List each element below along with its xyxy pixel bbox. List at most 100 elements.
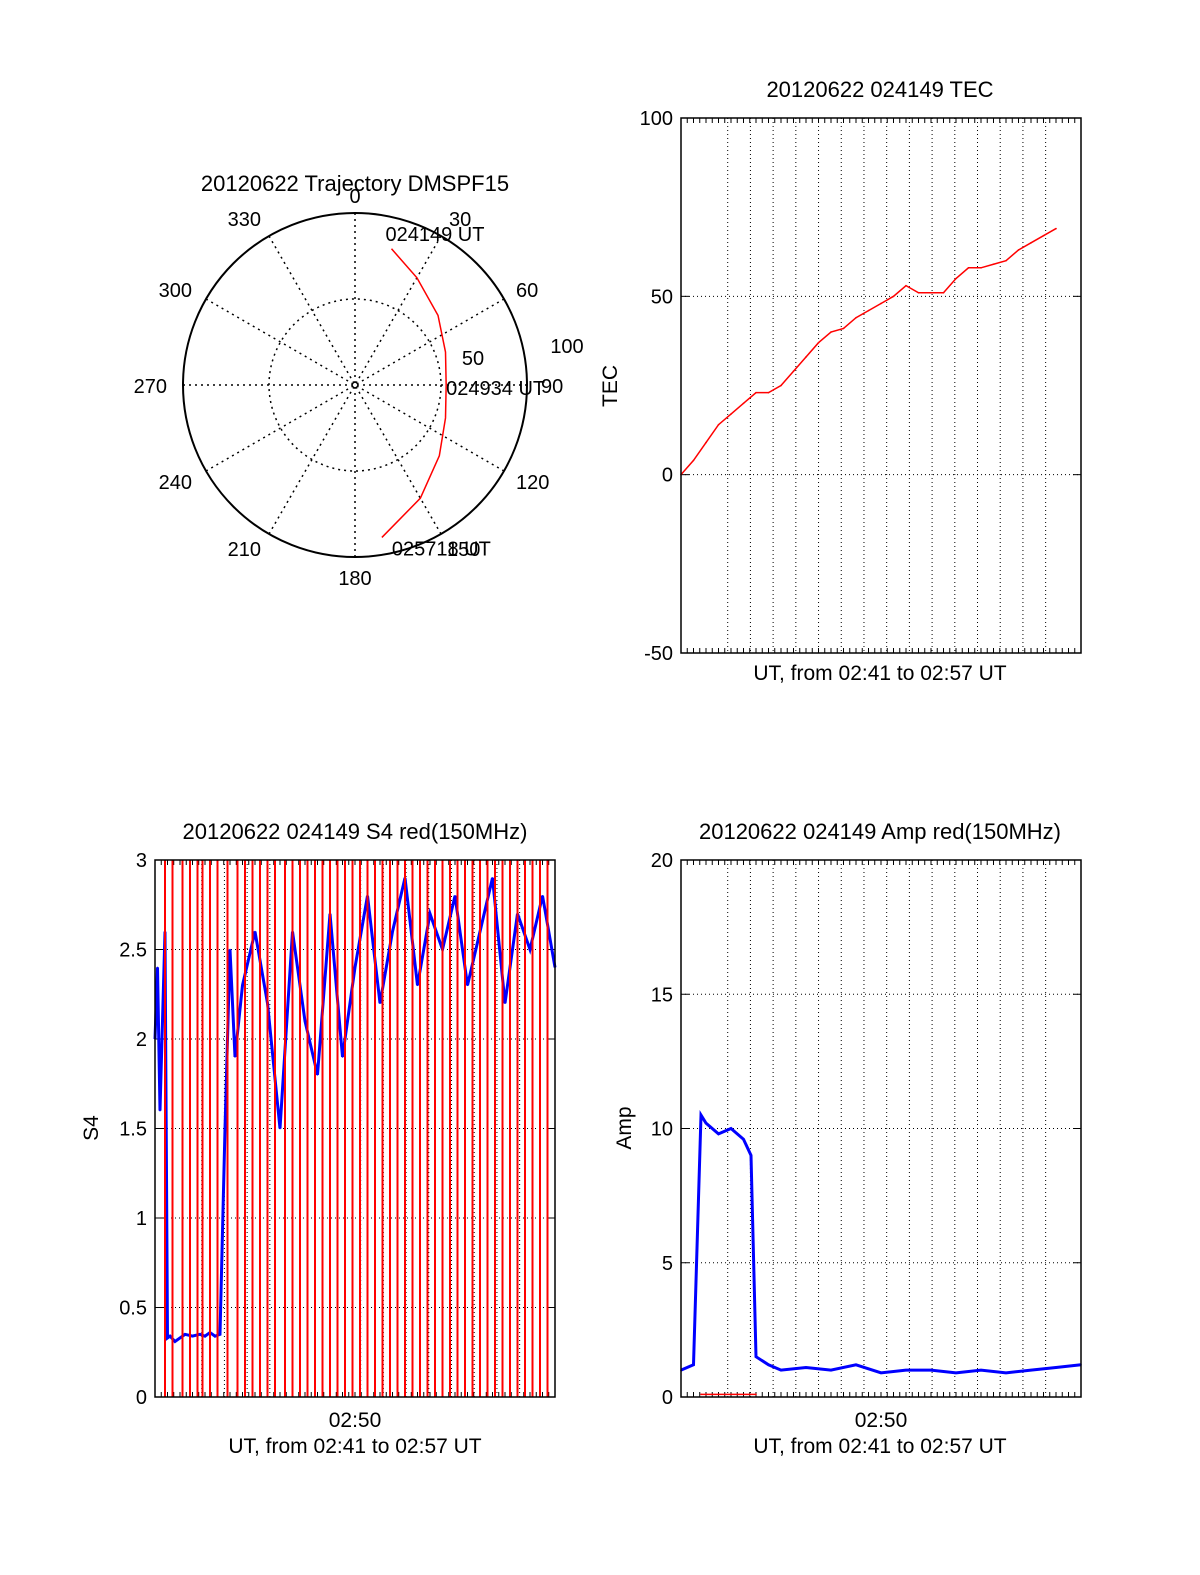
series-point (219, 1333, 221, 1336)
series-point (842, 327, 845, 330)
series-point (817, 341, 820, 344)
series-point (504, 1002, 506, 1004)
series-point (692, 459, 695, 462)
y-tick-label: 5 (662, 1253, 673, 1275)
polar-angle-label: 90 (541, 376, 563, 398)
series-point (159, 1109, 161, 1112)
plot-frame (680, 859, 1082, 1398)
series-point (805, 1366, 807, 1369)
series-point (755, 1393, 757, 1396)
series-point (955, 1372, 957, 1374)
amp-title: 20120622 024149 Amp red(150MHz) (699, 819, 1061, 844)
series-point (967, 267, 970, 269)
polar-angle-label: 330 (228, 209, 261, 231)
series-point (224, 1127, 226, 1130)
series-point (905, 1369, 907, 1371)
tec-plot-area: -50 0 50 100 (640, 108, 1082, 665)
polar-radius-label: 50 (462, 348, 484, 370)
series-point (917, 291, 920, 294)
y-tick-label: 50 (651, 286, 673, 308)
series-point (304, 1020, 306, 1022)
tec-xlabel: UT, from 02:41 to 02:57 UT (753, 662, 1006, 685)
series-point (880, 1372, 882, 1374)
series-point (717, 423, 720, 426)
y-tick-label: 0.5 (119, 1298, 147, 1320)
trajectory-polar-chart: 20120622 Trajectory DMSPF15 0 30 60 90 120 15… (134, 171, 584, 590)
series-point (391, 930, 394, 933)
series-point (767, 391, 770, 394)
s4-ylabel: S4 (80, 1115, 103, 1141)
series-point (830, 331, 832, 333)
y-tick-label: 2.5 (119, 940, 147, 962)
amp-plot-area: 0 5 10 15 20 02:50 (651, 850, 1082, 1432)
series-point (780, 1369, 782, 1371)
polar-radius-labels: 50 100 (462, 336, 584, 370)
s4-title: 20120622 024149 S4 red(150MHz) (183, 819, 528, 844)
series-point (700, 1114, 702, 1116)
series-point (742, 1138, 745, 1141)
trajectory-time-label: 024934 UT (446, 378, 545, 400)
series-point (166, 1337, 169, 1339)
series-point (767, 1363, 770, 1366)
series-point (379, 1002, 381, 1004)
series-point (541, 895, 544, 897)
series-point (855, 316, 857, 319)
polar-angle-label: 150 (447, 539, 480, 561)
series-point (1055, 1366, 1057, 1369)
series-point (529, 948, 531, 951)
series-point (750, 1154, 752, 1157)
amp-xlabel: UT, from 02:41 to 02:57 UT (753, 1435, 1006, 1458)
series-point (792, 370, 795, 373)
series-point (867, 309, 870, 312)
series-point (316, 1074, 319, 1076)
series-point (184, 1333, 186, 1336)
series-point (204, 1335, 206, 1337)
y-tick-label: 2 (136, 1029, 147, 1051)
polar-angle-label: 30 (449, 209, 471, 231)
series-point (169, 1335, 171, 1337)
series-point (855, 1363, 857, 1366)
series-point (214, 1335, 216, 1337)
y-tick-label: 20 (651, 850, 673, 872)
series-point (780, 384, 782, 387)
s4-plot-area: 0 0.5 1 1.5 2 2.5 3 02:50 (119, 850, 557, 1432)
series-point (930, 291, 932, 294)
tec-ylabel: TEC (599, 365, 622, 407)
series-point (174, 1340, 176, 1343)
series-point (742, 402, 745, 405)
tec-chart: 20120622 024149 TEC UT, from 02:41 to 02… (599, 77, 1082, 685)
series-point (1030, 242, 1032, 244)
series-point (905, 284, 907, 287)
y-tick-label: 10 (651, 1119, 673, 1141)
polar-radius-label: 100 (550, 336, 583, 358)
plot-frame (154, 859, 556, 1398)
polar-angle-label: 60 (516, 280, 538, 302)
series-point (992, 263, 995, 266)
polar-angle-label: 120 (516, 472, 549, 494)
tec-title: 20120622 024149 TEC (766, 77, 993, 102)
trajectory-line (381, 248, 447, 538)
plot-frame (680, 117, 1082, 654)
polar-angle-label: 270 (134, 376, 167, 398)
series-point (191, 1335, 194, 1337)
series-point (830, 1369, 832, 1371)
series-point (1042, 234, 1045, 237)
y-tick-label: 3 (136, 850, 147, 872)
y-tick-label: 1.5 (119, 1119, 147, 1141)
y-tick-label: 15 (651, 984, 673, 1006)
series-point (930, 1369, 932, 1371)
series-point (454, 895, 456, 897)
s4-chart: 20120622 024149 S4 red(150MHz) UT, from … (80, 819, 557, 1458)
series-point (892, 295, 895, 298)
series-point (1005, 259, 1007, 262)
trajectory-series: 024149 UT 024934 UT 025718 UT (381, 224, 545, 560)
series-point (692, 1363, 695, 1366)
polar-title: 20120622 Trajectory DMSPF15 (201, 171, 509, 196)
polar-angle-label: 210 (228, 539, 261, 561)
series-point (955, 277, 957, 280)
y-tick-label: 100 (640, 108, 673, 130)
series-point (980, 1369, 982, 1371)
series-point (717, 1133, 720, 1135)
series-point (199, 1333, 201, 1336)
